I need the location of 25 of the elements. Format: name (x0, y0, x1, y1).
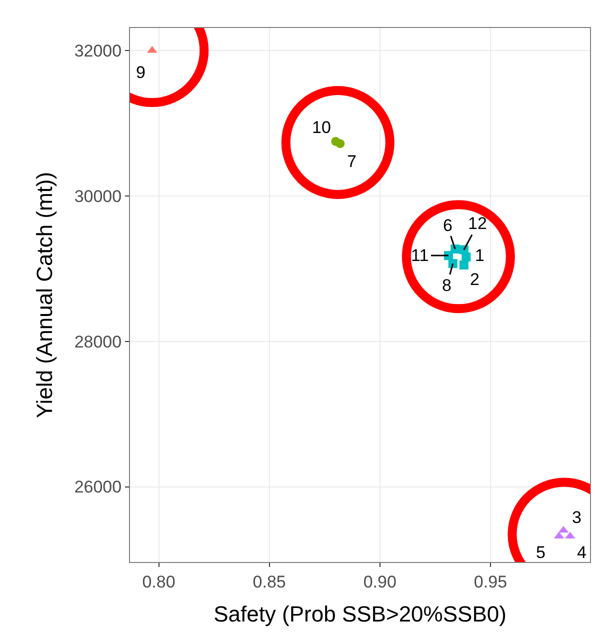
point (444, 251, 453, 260)
x-tick-label: 0.90 (363, 572, 396, 592)
annotation: 7 (347, 152, 356, 171)
y-tick-label: 32000 (74, 41, 122, 60)
x-tick-label: 0.95 (474, 572, 508, 592)
annotation: 8 (442, 276, 452, 295)
annotation: 2 (470, 270, 480, 289)
annotation: 4 (577, 543, 586, 562)
x-tick-label: 0.85 (252, 572, 286, 592)
annotation: 6 (443, 216, 452, 235)
y-axis-title: Yield (Annual Catch (mt)) (32, 172, 58, 418)
annotation: 5 (536, 543, 546, 562)
point (336, 139, 345, 148)
x-tick-label: 0.80 (142, 572, 176, 592)
x-axis-title: Safety (Prob SSB>20%SSB0) (214, 601, 506, 626)
annotation: 3 (572, 508, 582, 527)
annotation: 11 (411, 246, 429, 265)
y-tick-label: 28000 (74, 332, 122, 352)
annotation: 10 (312, 118, 331, 137)
y-tick-label: 26000 (74, 478, 122, 497)
y-tick-label: 30000 (74, 186, 122, 206)
annotation: 9 (136, 63, 146, 82)
point (459, 260, 468, 270)
annotation: 12 (468, 214, 487, 233)
annotation: 1 (475, 246, 484, 265)
